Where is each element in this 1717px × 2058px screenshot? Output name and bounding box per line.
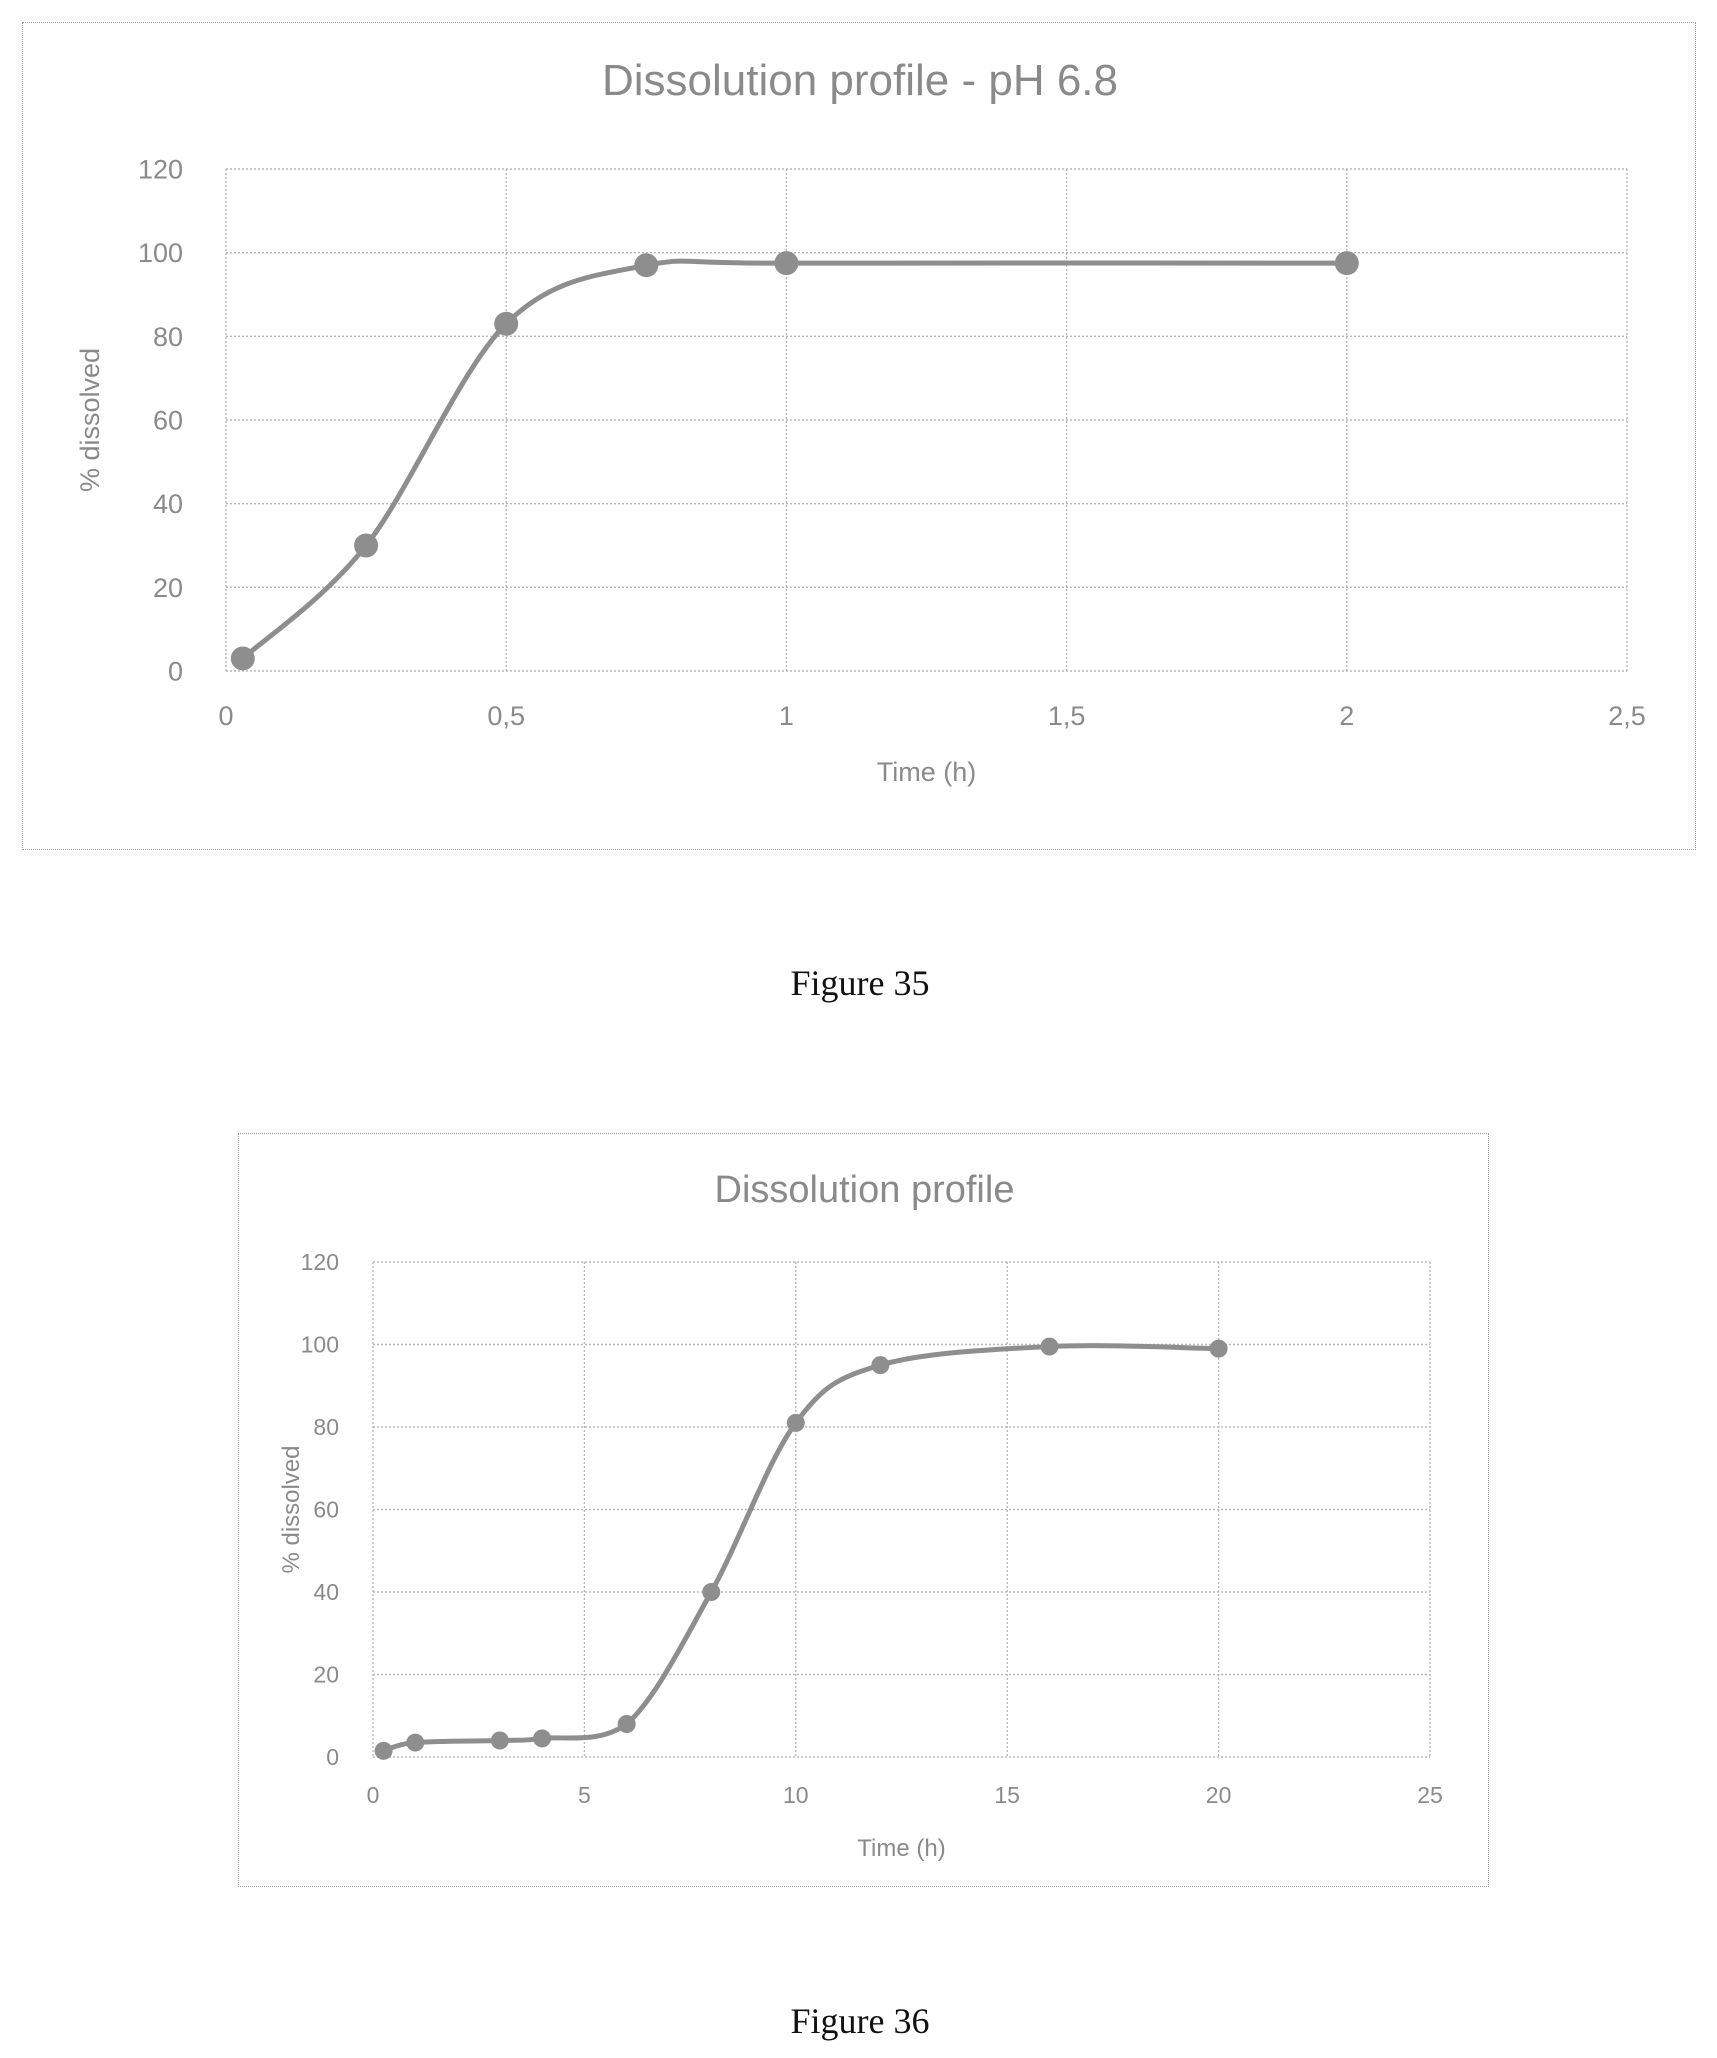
y-tick-label: 60 — [153, 405, 183, 435]
data-point — [786, 1413, 805, 1432]
y-tick-label: 120 — [301, 1249, 339, 1275]
y-axis-label: % dissolved — [75, 348, 105, 492]
y-tick-label: 0 — [326, 1744, 339, 1770]
x-tick-label: 2,5 — [1608, 701, 1646, 731]
data-point — [1334, 251, 1359, 276]
y-tick-label: 100 — [138, 238, 183, 268]
chart-35-svg: Dissolution profile - pH 6.8 0 0,5 1 1,5 2 2,5… — [75, 56, 1646, 787]
chart-figure-35: Dissolution profile - pH 6.8 0 0,5 1 1,5 2 2,5… — [22, 22, 1696, 850]
x-axis-label: Time (h) — [877, 757, 977, 787]
data-point — [230, 646, 255, 671]
x-tick-label: 1 — [779, 701, 794, 731]
x-tick-label: 0,5 — [487, 701, 525, 731]
series-line — [240, 258, 1350, 661]
series-line — [381, 1343, 1222, 1754]
data-point — [617, 1715, 636, 1733]
x-tick-label: 1,5 — [1048, 701, 1086, 731]
x-tick-label: 0 — [367, 1782, 380, 1808]
y-tick-label: 80 — [153, 322, 183, 352]
data-point — [354, 533, 379, 558]
data-point — [1209, 1339, 1228, 1358]
chart-36-svg: Dissolution profile 0 5 10 15 20 25 0 20 40 60 80 10… — [278, 1169, 1443, 1862]
data-point — [871, 1356, 890, 1375]
data-point — [490, 1731, 509, 1750]
chart-figure-36: Dissolution profile 0 5 10 15 20 25 0 20 40 60 80 10… — [238, 1133, 1489, 1887]
y-tick-label: 40 — [313, 1579, 339, 1605]
y-tick-label: 20 — [153, 573, 183, 603]
x-tick-label: 15 — [994, 1782, 1020, 1808]
data-point — [533, 1729, 552, 1748]
y-tick-label: 120 — [138, 154, 183, 184]
figure-35-caption: Figure 35 — [790, 963, 930, 1003]
data-point — [374, 1741, 393, 1760]
x-tick-label: 0 — [218, 701, 233, 731]
x-tick-label: 10 — [783, 1782, 809, 1808]
y-axis-label: % dissolved — [278, 1445, 305, 1573]
y-tick-label: 40 — [153, 489, 183, 519]
figure-36-caption: Figure 36 — [790, 2001, 930, 2041]
x-tick-label: 25 — [1417, 1782, 1443, 1808]
data-point — [406, 1733, 425, 1752]
y-tick-label: 0 — [168, 656, 183, 686]
y-tick-label: 80 — [313, 1414, 339, 1440]
y-tick-label: 100 — [301, 1332, 339, 1358]
data-point — [494, 311, 519, 336]
data-point — [702, 1583, 721, 1601]
x-tick-label: 20 — [1206, 1782, 1232, 1808]
y-tick-label: 60 — [313, 1497, 339, 1523]
data-point — [634, 253, 659, 278]
x-axis-label: Time (h) — [857, 1835, 945, 1862]
chart-title: Dissolution profile - pH 6.8 — [602, 56, 1118, 105]
data-point — [774, 251, 799, 276]
chart-title: Dissolution profile — [715, 1169, 1015, 1211]
x-tick-label: 5 — [578, 1782, 591, 1808]
x-tick-label: 2 — [1339, 701, 1354, 731]
y-tick-label: 20 — [313, 1662, 339, 1688]
data-point — [1040, 1337, 1059, 1356]
